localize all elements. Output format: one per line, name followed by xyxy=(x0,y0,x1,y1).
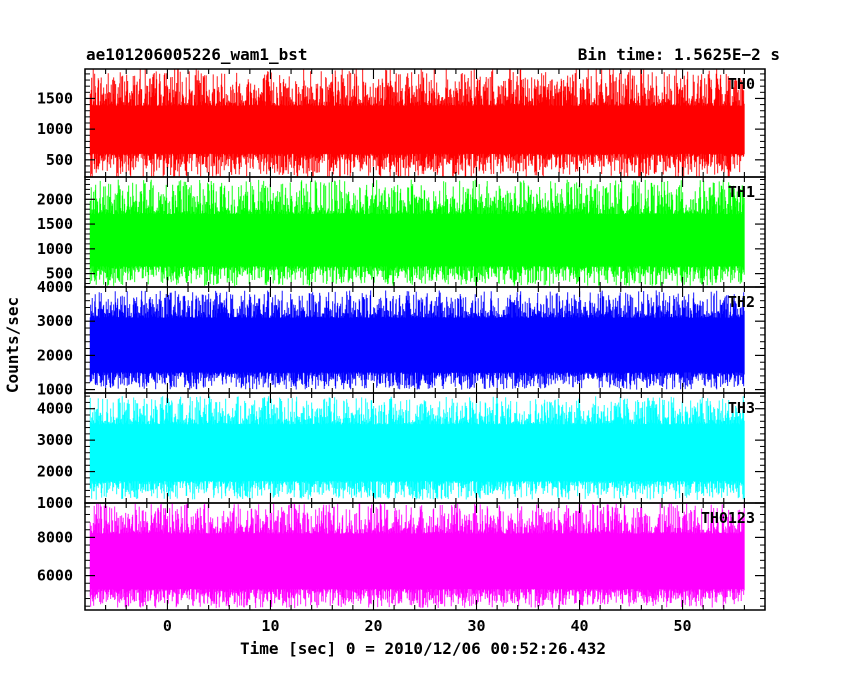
y-axis-label: Counts/sec xyxy=(3,297,22,393)
x-tick-label: 50 xyxy=(674,617,692,635)
x-tick-label: 10 xyxy=(261,617,279,635)
y-tick-label: 3000 xyxy=(37,312,73,330)
y-tick-label: 1500 xyxy=(37,89,73,107)
panel-label-th2: TH2 xyxy=(728,293,755,311)
series-th0-core xyxy=(90,105,745,154)
y-tick-label: 500 xyxy=(46,151,73,169)
series-th1-core xyxy=(90,214,745,267)
panel-th0123: 6000 8000 TH0123 xyxy=(37,502,766,611)
y-tick-label: 3000 xyxy=(37,431,73,449)
y-tick-label: 1500 xyxy=(37,215,73,233)
series-th0123-core xyxy=(90,533,745,589)
panel-th3: 1000 2000 3000 4000 TH3 xyxy=(37,392,766,512)
y-tick-label: 1000 xyxy=(37,381,73,399)
x-tick-label: 40 xyxy=(571,617,589,635)
chart-subtitle: Bin time: 1.5625E−2 s xyxy=(578,45,780,64)
x-axis: 0 10 20 30 40 50 xyxy=(84,69,766,635)
panel-label-th0: TH0 xyxy=(728,75,755,93)
y-tick-label: 8000 xyxy=(37,528,73,546)
chart-title: ae101206005226_wam1_bst xyxy=(86,45,308,64)
panel-frame xyxy=(84,502,766,611)
y-tick-label: 2000 xyxy=(37,346,73,364)
y-tick-label: 1000 xyxy=(37,494,73,512)
panels-group: 500 1000 1500 TH0 500 1000 1500 2000 TH1 1000 2000… xyxy=(37,68,766,611)
x-tick-label: 0 xyxy=(163,617,172,635)
x-tick-label: 20 xyxy=(364,617,382,635)
y-tick-label: 500 xyxy=(46,265,73,283)
y-tick-label: 1000 xyxy=(37,240,73,258)
series-th3-core xyxy=(90,424,745,481)
panel-label-th3: TH3 xyxy=(728,399,755,417)
y-tick-label: 4000 xyxy=(37,400,73,418)
y-tick-label: 4000 xyxy=(37,278,73,296)
x-tick-label: 30 xyxy=(467,617,485,635)
panel-th2: 1000 2000 3000 4000 TH2 xyxy=(37,278,766,399)
panel-label-th0123: TH0123 xyxy=(701,509,755,527)
x-axis-label: Time [sec] 0 = 2010/12/06 00:52:26.432 xyxy=(240,639,606,658)
y-tick-label: 6000 xyxy=(37,567,73,585)
panel-th1: 500 1000 1500 2000 TH1 xyxy=(37,176,766,288)
panel-th0: 500 1000 1500 TH0 xyxy=(37,68,766,178)
panel-label-th1: TH1 xyxy=(728,183,755,201)
series-th2-core xyxy=(90,317,745,373)
y-tick-label: 2000 xyxy=(37,190,73,208)
y-tick-label: 2000 xyxy=(37,463,73,481)
y-tick-label: 1000 xyxy=(37,120,73,138)
